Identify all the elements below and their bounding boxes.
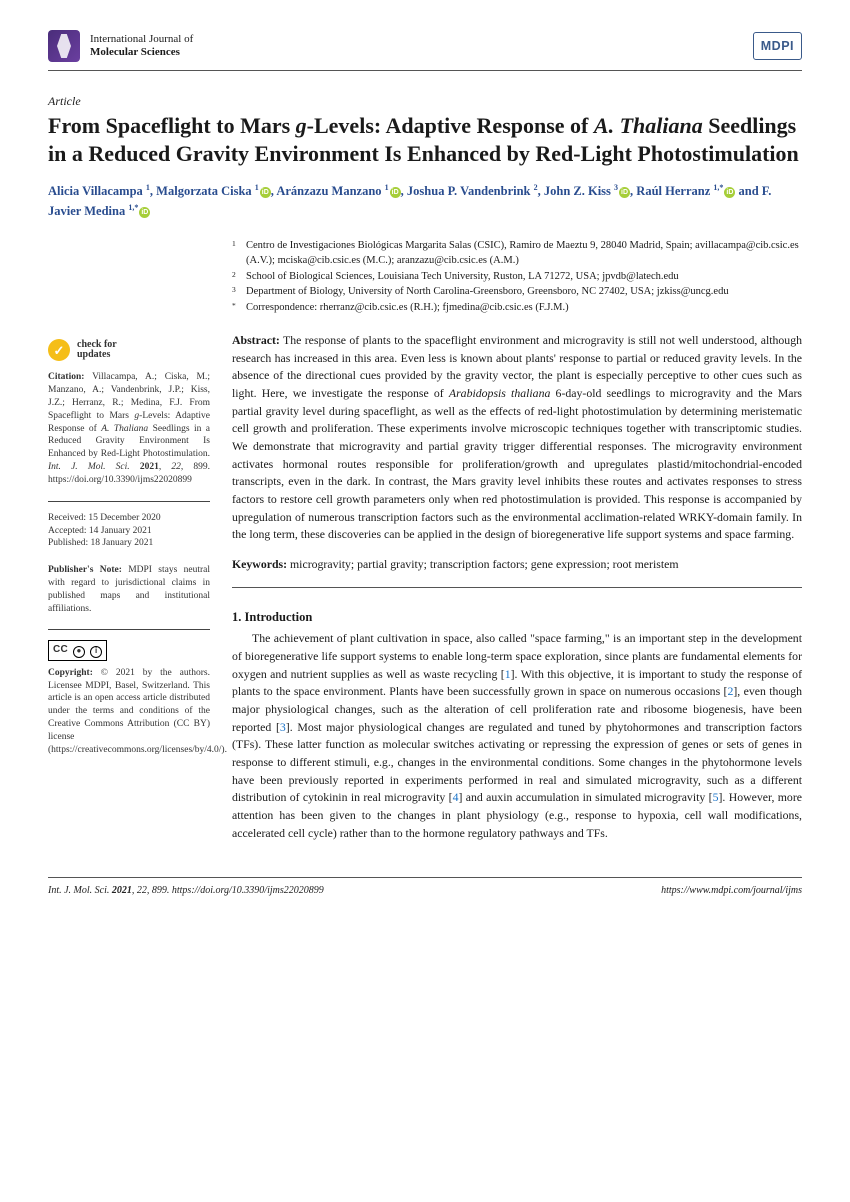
- author[interactable]: Raúl Herranz 1,*iD: [636, 184, 735, 198]
- abstract-label: Abstract:: [232, 333, 280, 347]
- author-list: Alicia Villacampa 1, Malgorzata Ciska 1i…: [48, 181, 802, 221]
- keywords-label: Keywords:: [232, 557, 287, 571]
- orcid-icon[interactable]: iD: [619, 187, 630, 198]
- citation-block: Citation: Villacampa, A.; Ciska, M.; Man…: [48, 371, 210, 486]
- journal-name-line2: Molecular Sciences: [90, 46, 193, 59]
- orcid-icon[interactable]: iD: [390, 187, 401, 198]
- dates-block: Received: 15 December 2020 Accepted: 14 …: [48, 512, 210, 550]
- date-received: Received: 15 December 2020: [48, 512, 210, 525]
- publisher-note-label: Publisher's Note:: [48, 565, 122, 575]
- date-published: Published: 18 January 2021: [48, 537, 210, 550]
- sidebar-divider: [48, 501, 210, 502]
- author[interactable]: Alicia Villacampa 1: [48, 184, 150, 198]
- affiliation-row: 3Department of Biology, University of No…: [232, 285, 802, 300]
- footer-citation: Int. J. Mol. Sci. 2021, 22, 899. https:/…: [48, 884, 324, 899]
- affiliations: 1Centro de Investigaciones Biológicas Ma…: [232, 239, 802, 315]
- page-header: International Journal of Molecular Scien…: [48, 30, 802, 71]
- journal-link[interactable]: https://www.mdpi.com/journal/ijms: [661, 885, 802, 896]
- author[interactable]: John Z. Kiss 3iD: [544, 184, 630, 198]
- updates-check-icon: ✓: [48, 339, 70, 361]
- affiliation-row: *Correspondence: rherranz@cib.csic.es (R…: [232, 301, 802, 316]
- sidebar-divider: [48, 629, 210, 630]
- check-for-updates[interactable]: ✓ check forupdates: [48, 339, 210, 361]
- orcid-icon[interactable]: iD: [139, 207, 150, 218]
- orcid-icon[interactable]: iD: [260, 187, 271, 198]
- page-footer: Int. J. Mol. Sci. 2021, 22, 899. https:/…: [48, 877, 802, 899]
- body-divider: [232, 587, 802, 588]
- journal-name: International Journal of Molecular Scien…: [90, 33, 193, 58]
- section-heading: 1. Introduction: [232, 608, 802, 626]
- copyright-label: Copyright:: [48, 668, 93, 678]
- main-column: 1Centro de Investigaciones Biológicas Ma…: [232, 239, 802, 842]
- author[interactable]: Aránzazu Manzano 1iD: [276, 184, 400, 198]
- article-type: Article: [48, 93, 802, 110]
- footer-url[interactable]: https://www.mdpi.com/journal/ijms: [661, 884, 802, 899]
- author[interactable]: Malgorzata Ciska 1iD: [156, 184, 271, 198]
- affiliation-row: 2School of Biological Sciences, Louisian…: [232, 270, 802, 285]
- copyright-block: Copyright: © 2021 by the authors. Licens…: [48, 667, 210, 757]
- abstract-block: Abstract: The response of plants to the …: [232, 332, 802, 544]
- cc-by-badge-icon[interactable]: CC ● i: [48, 640, 107, 660]
- keywords-text: microgravity; partial gravity; transcrip…: [290, 557, 679, 571]
- keywords-block: Keywords: microgravity; partial gravity;…: [232, 556, 802, 573]
- article-title: From Spaceflight to Mars g-Levels: Adapt…: [48, 112, 802, 167]
- publisher-note-block: Publisher's Note: MDPI stays neutral wit…: [48, 564, 210, 615]
- date-accepted: Accepted: 14 January 2021: [48, 525, 210, 538]
- citation-text: Villacampa, A.; Ciska, M.; Manzano, A.; …: [48, 372, 210, 485]
- abstract-body: The response of plants to the spacefligh…: [232, 333, 802, 542]
- intro-paragraph: The achievement of plant cultivation in …: [232, 630, 802, 842]
- journal-name-line1: International Journal of: [90, 33, 193, 46]
- journal-block: International Journal of Molecular Scien…: [48, 30, 193, 62]
- citation-label: Citation:: [48, 372, 84, 382]
- orcid-icon[interactable]: iD: [724, 187, 735, 198]
- updates-label: check forupdates: [77, 340, 117, 361]
- sidebar: ✓ check forupdates Citation: Villacampa,…: [48, 239, 210, 842]
- copyright-text: © 2021 by the authors. Licensee MDPI, Ba…: [48, 668, 227, 755]
- journal-logo-icon: [48, 30, 80, 62]
- affiliation-row: 1Centro de Investigaciones Biológicas Ma…: [232, 239, 802, 268]
- publisher-badge[interactable]: MDPI: [753, 32, 802, 60]
- author[interactable]: Joshua P. Vandenbrink 2: [407, 184, 538, 198]
